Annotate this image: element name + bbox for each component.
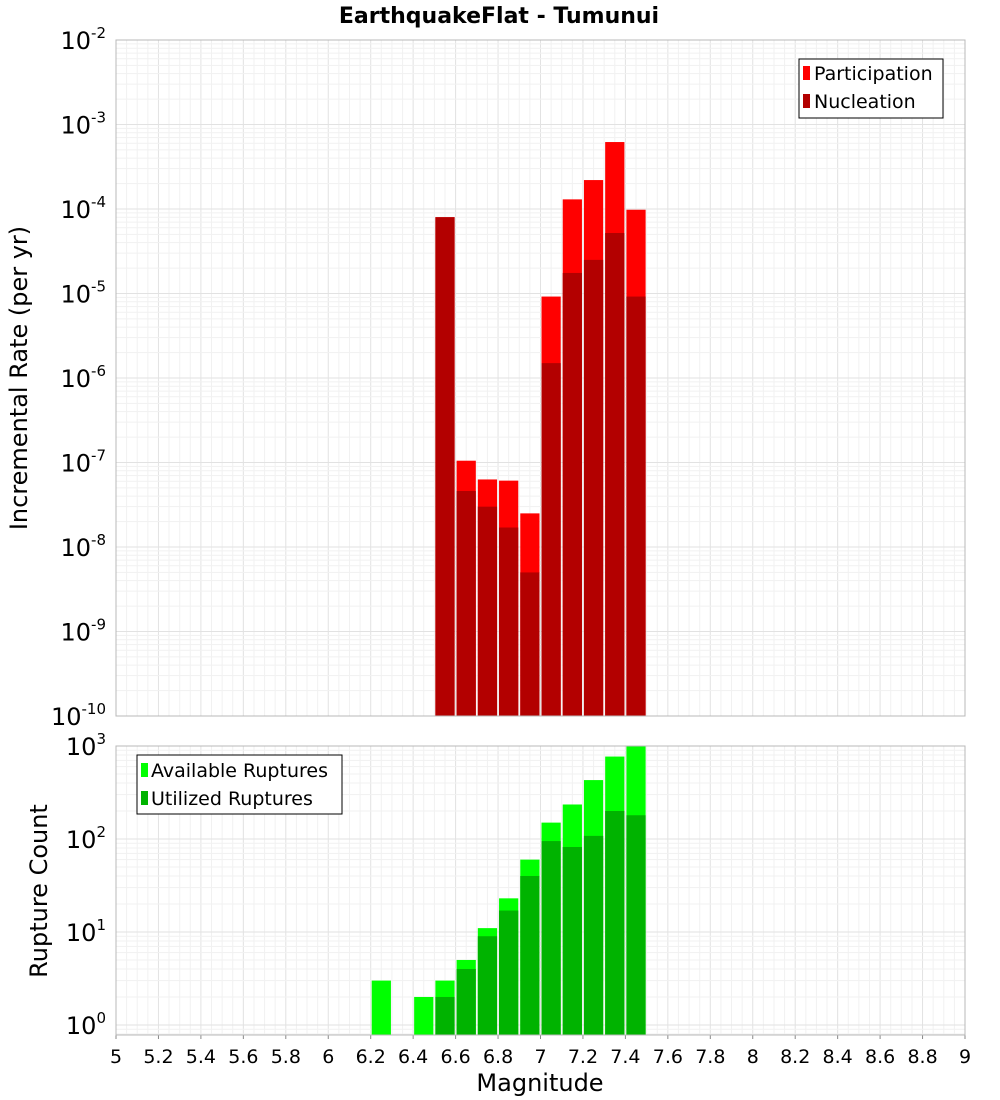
- bar-nucleation: [499, 527, 519, 716]
- legend-label-nucleation: Nucleation: [814, 91, 916, 113]
- chart-title: EarthquakeFlat - Tumunui: [339, 4, 659, 29]
- bottom-plot-frame: [115, 745, 966, 1036]
- top-plot-panel: 10-2 10-3 10-4 10-5 10-6 10-7 10-8 10-9 10-10 Pa…: [5, 24, 966, 731]
- bar-utilized-ruptures: [626, 815, 646, 1035]
- bar-nucleation: [626, 296, 646, 716]
- x-tick-label: 5.8: [271, 1046, 301, 1068]
- y-tick-label: 10-10: [51, 700, 106, 731]
- x-tick-label: 5: [110, 1046, 122, 1068]
- legend-swatch-participation: [803, 66, 810, 80]
- bar-utilized-ruptures: [541, 841, 561, 1035]
- bottom-y-axis-label: Rupture Count: [25, 804, 53, 978]
- bar-available-ruptures: [371, 980, 391, 1035]
- bottom-bars: [371, 746, 646, 1035]
- x-tick-label: 6: [322, 1046, 334, 1068]
- x-tick-labels: 5 5.2 5.4 5.6 5.8 6 6.2 6.4 6.6 6.8 7 7.2 7.4 7.6 7.8 8…: [110, 1035, 971, 1068]
- bar-utilized-ruptures: [520, 875, 540, 1035]
- bar-nucleation: [605, 232, 625, 716]
- x-tick-label: 6.2: [356, 1046, 386, 1068]
- bar-utilized-ruptures: [583, 835, 604, 1035]
- y-tick-label: 100: [66, 1009, 106, 1040]
- y-tick-label: 102: [66, 823, 106, 854]
- legend-label-participation: Participation: [814, 63, 933, 85]
- y-tick-label: 10-3: [60, 109, 106, 140]
- x-tick-label: 7.6: [653, 1046, 683, 1068]
- y-tick-label: 10-9: [60, 616, 106, 647]
- x-tick-label: 7.2: [568, 1046, 598, 1068]
- x-tick-label: 5.2: [143, 1046, 173, 1068]
- x-tick-label: 8: [747, 1046, 759, 1068]
- legend-swatch-available-ruptures: [141, 763, 148, 777]
- top-legend: Participation Nucleation: [798, 58, 944, 119]
- x-tick-label: 8.2: [780, 1046, 810, 1068]
- bar-utilized-ruptures: [499, 910, 519, 1035]
- top-y-axis-label: Incremental Rate (per yr): [5, 226, 33, 530]
- bar-nucleation: [583, 259, 604, 716]
- x-tick-label: 6.6: [440, 1046, 470, 1068]
- bottom-plot-panel: 103 102 101 100 5 5.2 5.4 5.6 5.8 6 6.2 6.4 6.6 6.8 7…: [25, 730, 971, 1097]
- y-tick-label: 10-8: [60, 531, 106, 562]
- bottom-legend-box: [136, 754, 343, 815]
- bar-available-ruptures: [414, 996, 434, 1035]
- x-axis-label: Magnitude: [476, 1069, 603, 1097]
- bar-nucleation: [435, 217, 455, 716]
- bottom-y-ticks: 103 102 101 100: [66, 730, 106, 1040]
- y-tick-label: 10-7: [60, 447, 106, 478]
- x-tick-label: 6.8: [483, 1046, 513, 1068]
- y-tick-label: 10-2: [60, 24, 106, 55]
- legend-label-utilized-ruptures: Utilized Ruptures: [151, 788, 313, 810]
- top-grid: [115, 39, 966, 717]
- legend-label-available-ruptures: Available Ruptures: [151, 760, 328, 782]
- legend-swatch-nucleation: [803, 94, 810, 108]
- bar-nucleation: [477, 506, 498, 716]
- bar-nucleation: [456, 490, 476, 716]
- x-tick-label: 7.8: [695, 1046, 725, 1068]
- bar-utilized-ruptures: [562, 847, 582, 1035]
- x-tick-label: 6.4: [398, 1046, 428, 1068]
- bar-nucleation: [520, 572, 540, 716]
- bar-utilized-ruptures: [435, 996, 455, 1035]
- y-tick-label: 10-4: [60, 193, 106, 224]
- legend-swatch-utilized-ruptures: [141, 791, 148, 805]
- top-bars: [435, 142, 646, 717]
- bar-nucleation: [541, 363, 561, 716]
- bottom-legend: Available Ruptures Utilized Ruptures: [136, 754, 343, 815]
- x-tick-label: 8.4: [823, 1046, 853, 1068]
- x-tick-label: 9: [959, 1046, 971, 1068]
- x-tick-label: 7: [534, 1046, 546, 1068]
- y-tick-label: 10-6: [60, 362, 106, 393]
- top-legend-box: [798, 58, 944, 119]
- top-y-ticks: 10-2 10-3 10-4 10-5 10-6 10-7 10-8 10-9 10-10: [51, 24, 106, 731]
- x-tick-label: 8.6: [865, 1046, 895, 1068]
- x-tick-label: 5.6: [228, 1046, 258, 1068]
- y-tick-label: 101: [66, 916, 106, 947]
- bar-utilized-ruptures: [477, 936, 498, 1035]
- y-tick-label: 103: [66, 730, 106, 761]
- x-tick-label: 8.8: [907, 1046, 937, 1068]
- bar-utilized-ruptures: [605, 810, 625, 1035]
- top-plot-frame: [115, 39, 966, 717]
- bar-nucleation: [562, 272, 582, 716]
- x-tick-label: 7.4: [610, 1046, 640, 1068]
- y-tick-label: 10-5: [60, 278, 106, 309]
- bar-utilized-ruptures: [456, 968, 476, 1035]
- x-tick-label: 5.4: [186, 1046, 216, 1068]
